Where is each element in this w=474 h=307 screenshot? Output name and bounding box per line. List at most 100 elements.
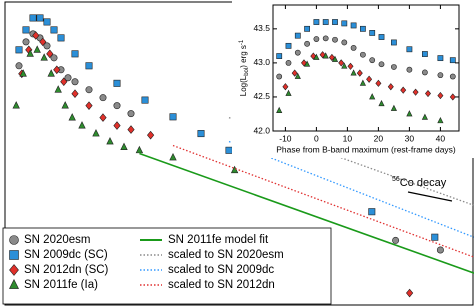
point bbox=[33, 45, 41, 53]
point bbox=[50, 26, 58, 34]
point bbox=[135, 145, 144, 154]
point bbox=[15, 62, 23, 70]
y-tick-label: 42.5 bbox=[253, 91, 270, 101]
point bbox=[350, 69, 357, 76]
point bbox=[127, 110, 135, 118]
point bbox=[350, 45, 357, 51]
legend-label: scaled to SN 2020esm bbox=[168, 249, 284, 261]
point bbox=[64, 74, 72, 82]
point bbox=[449, 57, 456, 64]
annotation-sup: 56 bbox=[392, 176, 400, 183]
point bbox=[294, 32, 301, 39]
inset-y-label: Log(Lbol) erg s-1 bbox=[239, 39, 250, 96]
y-label-sup: -1 bbox=[239, 39, 245, 45]
point bbox=[57, 34, 65, 42]
point bbox=[436, 246, 444, 254]
point bbox=[120, 142, 128, 150]
point bbox=[425, 89, 431, 98]
model-line bbox=[172, 144, 474, 258]
point bbox=[412, 88, 419, 96]
point bbox=[378, 99, 385, 107]
point bbox=[26, 49, 34, 57]
point bbox=[431, 233, 439, 241]
point bbox=[32, 31, 40, 40]
point bbox=[390, 64, 397, 70]
point bbox=[225, 146, 233, 154]
point bbox=[421, 113, 428, 120]
point bbox=[369, 30, 376, 36]
point bbox=[390, 104, 397, 111]
point bbox=[400, 86, 407, 94]
point bbox=[92, 129, 100, 137]
point bbox=[294, 72, 301, 79]
point bbox=[71, 50, 79, 58]
point bbox=[276, 53, 283, 59]
point bbox=[285, 42, 292, 49]
point bbox=[15, 46, 23, 54]
point bbox=[332, 19, 338, 25]
point bbox=[322, 35, 329, 42]
point bbox=[169, 113, 177, 121]
x-tick-label: 20 bbox=[374, 133, 384, 143]
annotation-text: Co decay bbox=[400, 177, 447, 189]
point bbox=[47, 69, 55, 77]
point bbox=[197, 130, 205, 138]
x-tick-label: -10 bbox=[279, 133, 292, 143]
point bbox=[322, 19, 329, 25]
point bbox=[85, 101, 93, 110]
point bbox=[359, 25, 366, 32]
point bbox=[78, 121, 86, 129]
point bbox=[304, 60, 311, 67]
point bbox=[406, 66, 413, 73]
point bbox=[285, 59, 292, 66]
point bbox=[310, 52, 317, 60]
point bbox=[294, 49, 301, 56]
y-tick-label: 42.0 bbox=[253, 125, 270, 135]
point bbox=[369, 57, 376, 64]
point bbox=[328, 53, 335, 62]
point bbox=[356, 69, 363, 77]
point bbox=[71, 89, 79, 99]
point bbox=[366, 75, 373, 83]
point bbox=[375, 79, 382, 87]
point bbox=[282, 83, 289, 91]
point bbox=[39, 37, 47, 47]
point bbox=[54, 85, 62, 93]
point bbox=[313, 53, 320, 60]
point bbox=[22, 26, 30, 34]
point bbox=[12, 101, 20, 109]
point bbox=[99, 113, 107, 122]
annotation: 56Co decay bbox=[392, 176, 447, 189]
point bbox=[9, 235, 19, 245]
point bbox=[71, 78, 79, 86]
point bbox=[437, 91, 444, 100]
point bbox=[313, 19, 320, 25]
point bbox=[421, 51, 428, 57]
point bbox=[43, 18, 51, 26]
point bbox=[387, 83, 394, 91]
point bbox=[285, 89, 292, 96]
point bbox=[341, 39, 348, 46]
legend-label: SN 2020esm bbox=[24, 234, 90, 246]
point bbox=[99, 94, 107, 102]
point bbox=[368, 208, 376, 216]
point bbox=[276, 73, 283, 80]
legend-label: SN 2012dn (SC) bbox=[24, 264, 109, 276]
decay-slope bbox=[407, 191, 453, 202]
point bbox=[406, 110, 413, 117]
point bbox=[113, 79, 121, 87]
point bbox=[341, 20, 348, 27]
x-tick-label: 10 bbox=[343, 133, 353, 143]
y-tick-label: 43.0 bbox=[253, 57, 270, 67]
model-line bbox=[139, 152, 474, 274]
point bbox=[291, 69, 298, 77]
point bbox=[341, 62, 348, 69]
point bbox=[106, 137, 114, 145]
point bbox=[29, 14, 37, 22]
point bbox=[437, 72, 444, 79]
y-label-part: ) erg s bbox=[239, 45, 248, 68]
point bbox=[359, 79, 366, 86]
legend: SN 2020esm SN 2009dc (SC) SN 2012dn (SC) SN… bbox=[2, 227, 332, 305]
point bbox=[449, 93, 456, 101]
